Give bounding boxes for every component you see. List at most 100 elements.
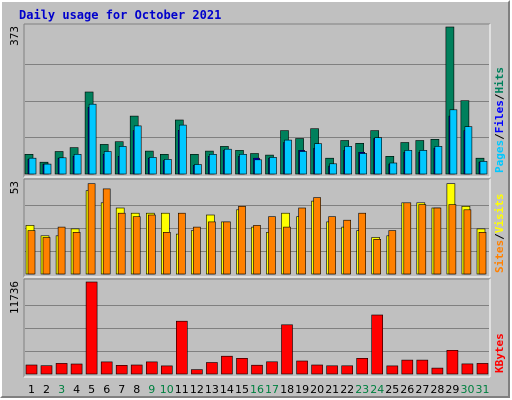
- day-label-4: 4: [73, 383, 80, 396]
- bar-pages-day-31: [479, 161, 488, 175]
- bar-sites-day-10: [163, 232, 171, 275]
- bar-kbytes-day-26: [401, 359, 414, 375]
- panel-kbytes: 11736 KBytes: [8, 278, 506, 378]
- bar-kbytes-day-6: [100, 361, 113, 375]
- day-label-25: 25: [385, 383, 399, 396]
- bar-sites-day-3: [57, 226, 66, 275]
- bar-kbytes-day-2: [40, 365, 53, 375]
- bar-kbytes-day-9: [146, 361, 158, 375]
- side-legend: KBytes: [493, 333, 506, 373]
- y-max-label: 11736: [8, 281, 21, 314]
- bar-sites-day-16: [253, 225, 261, 275]
- day-label-30: 30: [461, 383, 475, 396]
- bar-kbytes-day-13: [206, 362, 218, 375]
- chart-panels: 373Pages/Files/Hits53Sites/Visits11736KB…: [8, 23, 506, 378]
- day-label-17: 17: [265, 383, 279, 396]
- day-label-23: 23: [355, 383, 369, 396]
- bar-sites-day-24: [373, 239, 382, 275]
- bar-pages-day-14: [224, 148, 232, 175]
- day-label-10: 10: [160, 383, 174, 396]
- side-legend: Pages/Files/Hits: [493, 67, 506, 173]
- bar-kbytes-day-23: [356, 357, 369, 375]
- day-label-27: 27: [415, 383, 429, 396]
- bar-sites-day-8: [132, 216, 141, 275]
- side-legend-part: /: [493, 93, 506, 100]
- panel-visits-sites: 53 Sites/Visits: [8, 178, 506, 278]
- y-max-label: 53: [8, 181, 21, 194]
- bar-sites-day-25: [388, 230, 397, 275]
- bar-kbytes-day-8: [130, 364, 143, 375]
- bar-pages-day-23: [359, 153, 368, 175]
- bar-pages-day-21: [329, 163, 337, 175]
- side-legend-part: Files: [493, 100, 506, 133]
- side-legend-part: Sites: [493, 240, 506, 273]
- bar-pages-day-10: [164, 159, 172, 175]
- bar-sites-day-5: [87, 183, 96, 275]
- bar-pages-day-5: [88, 103, 97, 175]
- bar-pages-day-6: [103, 151, 112, 175]
- bar-sites-day-11: [178, 212, 186, 275]
- bar-kbytes-day-10: [161, 365, 173, 375]
- day-label-24: 24: [370, 383, 384, 396]
- bar-kbytes-day-30: [461, 363, 474, 375]
- side-legend: Sites/Visits: [493, 194, 506, 274]
- side-legend-part: Pages: [493, 140, 506, 173]
- bar-sites-day-30: [463, 209, 472, 275]
- bar-sites-day-15: [238, 206, 246, 275]
- bar-kbytes-day-14: [221, 355, 233, 375]
- bar-kbytes-day-5: [85, 281, 98, 375]
- bar-sites-day-22: [343, 219, 352, 275]
- bar-pages-day-19: [299, 151, 307, 175]
- bar-sites-day-1: [27, 230, 36, 275]
- bar-sites-day-17: [268, 216, 276, 275]
- bar-kbytes-day-21: [326, 365, 338, 375]
- bar-pages-day-7: [118, 146, 127, 175]
- day-label-13: 13: [205, 383, 219, 396]
- bar-kbytes-day-18: [281, 324, 293, 375]
- bar-sites-day-2: [42, 237, 51, 275]
- bar-kbytes-day-22: [341, 365, 354, 375]
- day-label-11: 11: [175, 383, 189, 396]
- bar-sites-day-4: [72, 232, 81, 275]
- day-label-15: 15: [235, 383, 249, 396]
- day-label-19: 19: [295, 383, 309, 396]
- bar-kbytes-day-29: [446, 349, 459, 375]
- bar-pages-day-25: [389, 162, 398, 175]
- bar-sites-day-21: [328, 216, 336, 275]
- bar-sites-day-6: [102, 188, 111, 275]
- day-label-31: 31: [476, 383, 490, 396]
- day-label-12: 12: [190, 383, 204, 396]
- side-legend-part: Hits: [493, 67, 506, 94]
- bar-kbytes-day-27: [416, 359, 429, 375]
- bar-pages-day-28: [434, 146, 443, 175]
- side-legend-part: KBytes: [493, 333, 506, 373]
- bar-kbytes-day-16: [251, 364, 263, 375]
- day-label-7: 7: [118, 383, 125, 396]
- bar-pages-day-11: [179, 124, 187, 175]
- bar-sites-day-20: [313, 197, 321, 275]
- side-legend-part: /: [493, 133, 506, 140]
- bar-kbytes-day-17: [266, 361, 278, 375]
- bar-pages-day-26: [404, 150, 413, 175]
- bar-pages-day-17: [269, 157, 277, 175]
- bar-sites-day-9: [148, 214, 156, 275]
- bar-kbytes-day-12: [191, 369, 203, 375]
- bar-kbytes-day-7: [115, 364, 128, 375]
- day-label-18: 18: [280, 383, 294, 396]
- side-legend-part: Visits: [493, 194, 506, 234]
- day-label-26: 26: [400, 383, 414, 396]
- day-label-29: 29: [445, 383, 459, 396]
- bar-kbytes-day-4: [70, 363, 83, 375]
- bar-kbytes-day-1: [25, 364, 38, 375]
- bar-pages-day-27: [419, 150, 428, 175]
- bar-kbytes-day-28: [431, 367, 444, 375]
- bar-pages-day-22: [344, 146, 353, 175]
- bar-kbytes-day-31: [476, 363, 489, 375]
- bar-pages-day-24: [374, 137, 383, 175]
- bar-pages-day-4: [73, 154, 82, 175]
- day-label-6: 6: [103, 383, 110, 396]
- bar-pages-day-2: [43, 163, 52, 175]
- day-label-16: 16: [250, 383, 264, 396]
